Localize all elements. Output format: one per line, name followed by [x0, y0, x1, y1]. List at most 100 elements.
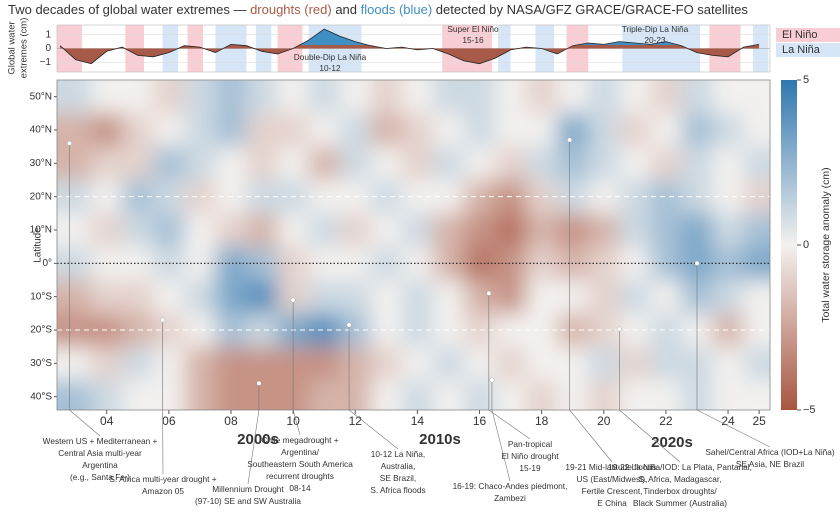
heat-cell [557, 280, 589, 314]
heat-cell [184, 146, 216, 181]
heat-cell [91, 380, 123, 410]
annotation-text: recurrent droughts [266, 471, 334, 481]
heat-cell [526, 213, 558, 248]
heat-cell [463, 380, 496, 410]
heat-cell [122, 80, 154, 114]
heat-cell [743, 280, 770, 314]
heat-cell [370, 113, 403, 148]
panel-frame [56, 24, 771, 73]
heat-cell [712, 346, 745, 381]
heat-cell [557, 80, 589, 114]
annotation-text: E China [597, 498, 627, 508]
colorbar-tick-label: −5 [803, 404, 816, 416]
colorbar-label: Total water storage anomaly (cm) [820, 167, 832, 322]
decade-label: 2010s [419, 431, 461, 448]
y-axis-label: extremes (cm) [19, 18, 30, 79]
heat-cell [308, 380, 341, 410]
title-part: droughts (red) [250, 2, 332, 17]
title-part: and [332, 2, 361, 17]
panel-frame [56, 79, 771, 411]
legend-label: El Niño [782, 29, 817, 41]
annotation-text: S. Africa multi-year drought + [109, 474, 216, 484]
heat-cell [526, 380, 558, 410]
heat-cell [57, 280, 92, 314]
heat-cell [557, 146, 589, 181]
title-part: detected by NASA/GFZ GRACE/GRACE-FO sate… [432, 2, 748, 17]
title-part: Two decades of global water extremes — [8, 2, 250, 17]
heat-cell [588, 180, 620, 214]
heat-cell [432, 380, 465, 410]
y-tick-label: 0° [42, 258, 52, 269]
event-point [567, 137, 573, 143]
heat-cell [588, 346, 620, 381]
heat-cell [215, 246, 248, 281]
heat-cell [246, 346, 279, 381]
annotation-text: (e.g., Santa Fe ) [70, 472, 130, 482]
heat-cell [401, 146, 434, 181]
heat-cell [370, 213, 403, 248]
colorbar [781, 80, 797, 410]
heat-cell [432, 146, 465, 181]
heat-cell [712, 280, 745, 314]
event-point [160, 317, 166, 323]
heat-cell [432, 346, 465, 381]
heat-cell [619, 280, 651, 314]
annotation-text: Argentina [82, 460, 118, 470]
heat-cell [184, 80, 216, 114]
heat-cell [184, 380, 216, 410]
heat-cell [57, 146, 92, 181]
y-tick-label: 20°N [30, 191, 52, 202]
heat-cell [743, 113, 770, 148]
x-tick-label: 14 [411, 414, 425, 428]
y-tick-label: 20°S [30, 325, 52, 336]
heat-cell [432, 80, 465, 114]
heat-cell [339, 346, 372, 381]
heat-cell [339, 80, 372, 114]
event-label: Double-Dip La Niña [294, 52, 367, 62]
x-tick-label: 12 [349, 414, 363, 428]
annotation-text: Fertile Crescent, [582, 486, 643, 496]
y-tick-label: −1 [40, 57, 52, 68]
heat-cell [463, 280, 496, 314]
heat-cell [712, 213, 745, 248]
heat-cell [650, 113, 682, 148]
heat-cell [370, 146, 403, 181]
heat-cell [153, 280, 185, 314]
leader-line [619, 329, 681, 463]
heat-cell [215, 146, 248, 181]
heat-cell [526, 280, 558, 314]
heat-cell [153, 380, 185, 410]
leader-line [488, 293, 531, 440]
heat-cell [463, 146, 496, 181]
event-point [489, 377, 495, 383]
event-point [346, 322, 352, 328]
heat-cell [215, 280, 248, 314]
heat-cell [122, 146, 154, 181]
y-axis-label: Global water [7, 21, 18, 74]
heat-cell [246, 180, 279, 214]
heat-cell [339, 380, 372, 410]
heat-cell [463, 113, 496, 148]
y-axis-label: Latitude [33, 227, 44, 263]
heat-cell [184, 346, 216, 381]
heat-cell [184, 213, 216, 248]
heat-cell [712, 80, 745, 114]
heatmap-clip [57, 80, 770, 410]
heat-cell [495, 246, 527, 281]
heat-cell [122, 113, 154, 148]
heat-cell [526, 80, 558, 114]
heat-cell [246, 246, 279, 281]
heat-cell [277, 146, 310, 181]
heat-cell [588, 80, 620, 114]
legend-label: La Niña [782, 44, 821, 56]
heat-cell [557, 346, 589, 381]
heat-cell [370, 346, 403, 381]
heat-cell [246, 113, 279, 148]
heat-cell [526, 246, 558, 281]
heat-cell [619, 80, 651, 114]
colorbar-tick-label: 0 [803, 239, 809, 251]
heat-cell [463, 80, 496, 114]
heat-cell [619, 380, 651, 410]
y-tick-label: 40°N [30, 125, 52, 136]
heat-cell [619, 113, 651, 148]
